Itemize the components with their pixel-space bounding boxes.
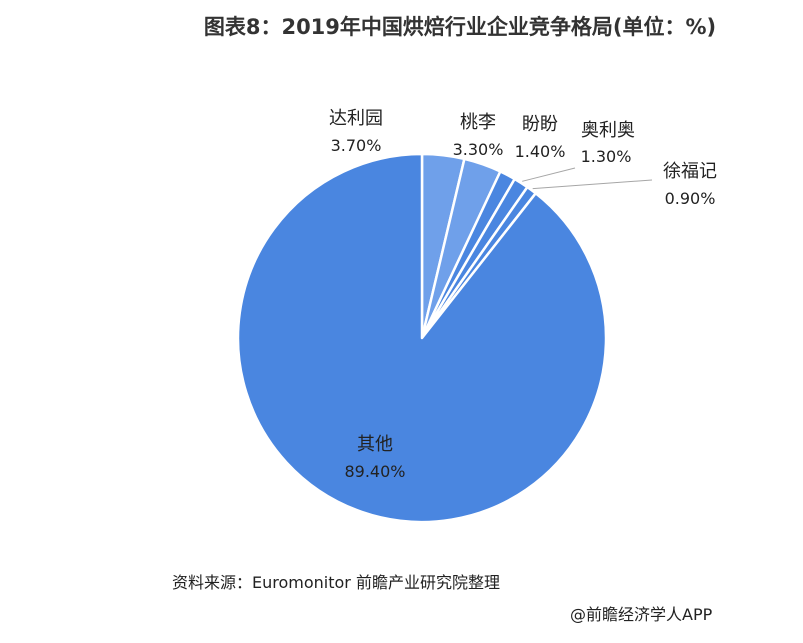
- slice-value-label: 1.40%: [515, 142, 566, 161]
- slice-value-label: 3.30%: [453, 140, 504, 159]
- slice-name-label: 徐福记: [663, 161, 717, 182]
- leader-line-3: [522, 167, 576, 182]
- leader-line-4: [532, 179, 653, 190]
- slice-name-label: 达利园: [329, 108, 383, 129]
- chart-title: 图表8：2019年中国烘焙行业企业竞争格局(单位：%): [203, 15, 717, 39]
- slice-name-label: 奥利奥: [581, 120, 635, 141]
- slice-name-label: 盼盼: [522, 114, 558, 135]
- slice-value-label: 3.70%: [331, 136, 382, 155]
- slice-name-label: 桃李: [460, 112, 496, 133]
- slice-5: [236, 152, 608, 524]
- slice-value-label: 89.40%: [344, 462, 405, 481]
- pie-slices: [236, 152, 608, 524]
- slice-name-label: 其他: [357, 434, 393, 455]
- leader-lines: [522, 167, 653, 190]
- slice-value-label: 1.30%: [581, 147, 632, 166]
- source-note: 资料来源：Euromonitor 前瞻产业研究院整理: [172, 573, 500, 592]
- slice-labels: 达利园 3.70% 桃李 3.30% 盼盼 1.40% 奥利奥 1.30% 徐福记 0.90% 其他…: [329, 108, 717, 481]
- slice-value-label: 0.90%: [665, 189, 716, 208]
- credit-note: @前瞻经济学人APP: [570, 605, 713, 624]
